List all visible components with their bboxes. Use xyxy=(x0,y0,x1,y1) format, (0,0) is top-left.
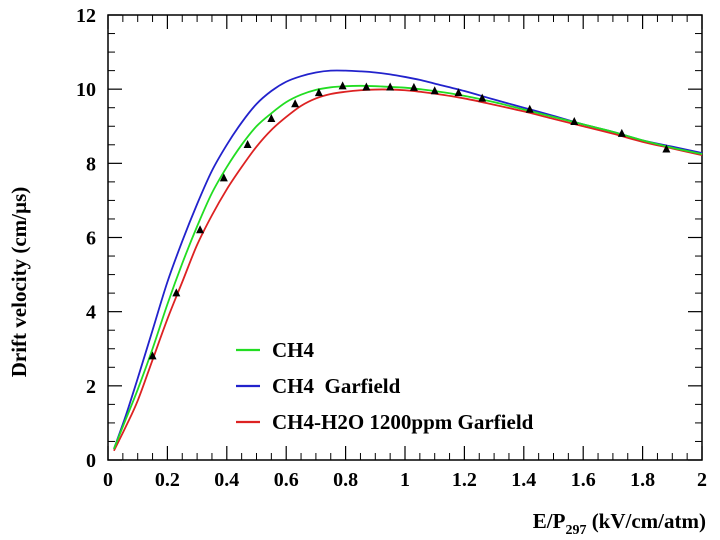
data-point-marker xyxy=(291,99,300,108)
x-axis-title: E/P297 (kV/cm/atm) xyxy=(533,509,706,538)
legend: CH4 CH4 Garfield CH4-H2O 1200ppm Garfield xyxy=(236,338,534,434)
x-tick-label: 0.4 xyxy=(214,469,239,491)
data-point-marker xyxy=(525,104,534,113)
y-tick-label: 8 xyxy=(86,153,96,175)
data-point-marker xyxy=(662,144,671,153)
tick-labels: 0 0.2 0.4 0.6 0.8 1 1.2 1.4 1.6 1.8 2 0 2 4 6 8 10 12 xyxy=(76,5,707,491)
series-line-0 xyxy=(113,84,703,450)
data-markers xyxy=(148,81,671,360)
x-tick-label: 2 xyxy=(697,469,707,491)
x-tick-label: 1 xyxy=(400,469,410,491)
y-tick-label: 4 xyxy=(86,302,96,324)
data-point-marker xyxy=(267,114,276,123)
y-tick-label: 12 xyxy=(76,5,96,27)
x-tick-label: 0 xyxy=(103,469,113,491)
x-axis-title-subscript: 297 xyxy=(565,523,586,538)
data-point-marker xyxy=(409,82,418,91)
data-point-marker xyxy=(570,117,579,125)
data-point-marker xyxy=(148,351,157,360)
data-point-marker xyxy=(338,81,347,90)
data-point-marker xyxy=(478,93,487,102)
x-tick-label: 0.8 xyxy=(333,469,358,491)
legend-label: CH4-H2O 1200ppm Garfield xyxy=(272,410,534,434)
series-lines xyxy=(113,69,703,452)
data-point-marker xyxy=(362,82,371,91)
series-line-2 xyxy=(113,88,703,452)
legend-label: CH4 xyxy=(272,338,315,362)
y-tick-label: 2 xyxy=(86,376,96,398)
legend-label: CH4 Garfield xyxy=(272,374,401,398)
data-point-marker xyxy=(172,288,181,297)
data-point-marker xyxy=(617,128,626,137)
x-tick-label: 1.4 xyxy=(511,469,536,491)
x-tick-label: 1.2 xyxy=(452,469,477,491)
x-tick-label: 1.6 xyxy=(571,469,596,491)
x-tick-label: 0.6 xyxy=(274,469,299,491)
y-tick-label: 0 xyxy=(86,450,96,472)
data-point-marker xyxy=(314,88,323,97)
data-point-marker xyxy=(219,173,228,182)
x-axis-title-main: E/P xyxy=(533,509,566,533)
data-point-marker xyxy=(196,225,205,234)
series-line-1 xyxy=(113,69,703,450)
y-axis-title: Drift velocity (cm/µs) xyxy=(7,187,31,378)
data-point-marker xyxy=(243,139,252,148)
data-point-marker xyxy=(430,86,439,95)
data-point-marker xyxy=(454,88,463,97)
data-point-marker xyxy=(386,82,395,91)
axis-ticks xyxy=(107,14,703,461)
plot-frame xyxy=(107,14,703,461)
y-tick-label: 6 xyxy=(86,228,96,250)
y-tick-label: 10 xyxy=(76,79,96,101)
x-axis-title-units: (kV/cm/atm) xyxy=(586,509,706,533)
x-tick-label: 1.8 xyxy=(630,469,655,491)
x-tick-label: 0.2 xyxy=(155,469,180,491)
